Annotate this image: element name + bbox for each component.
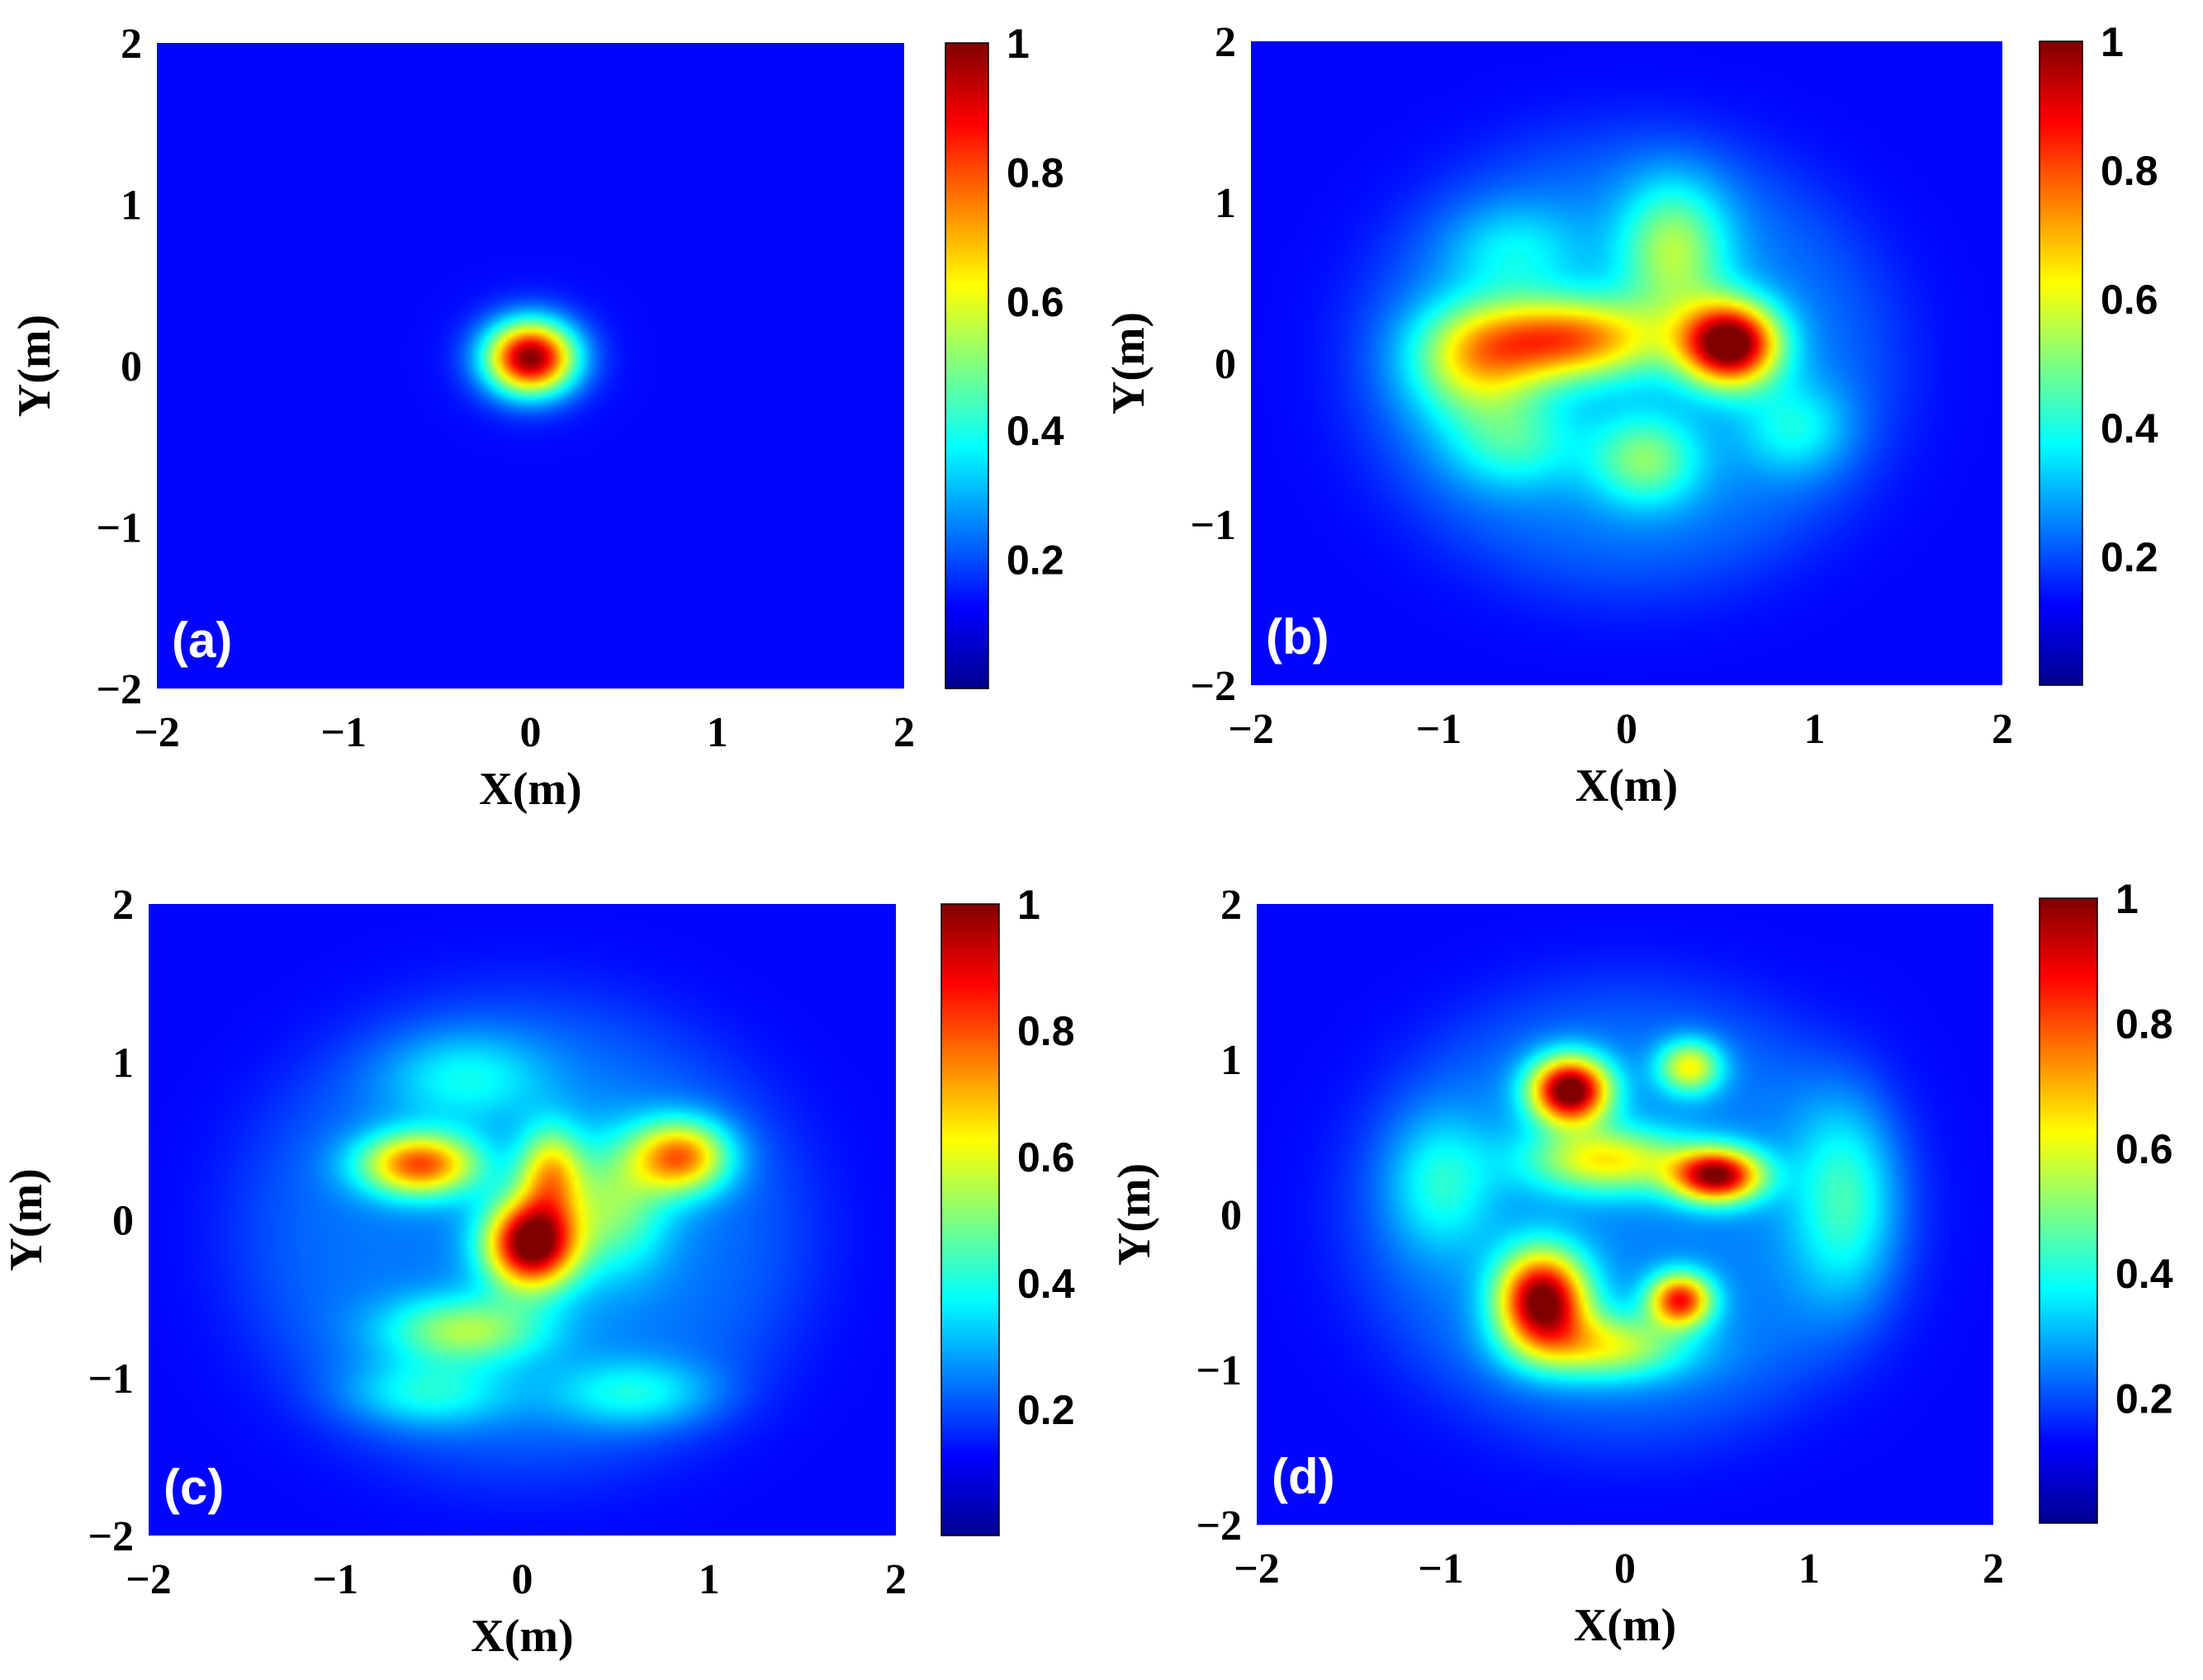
colorbar-tick-label: 1	[1007, 21, 1030, 67]
x-axis-label: X(m)	[471, 1611, 573, 1662]
panel-label: (c)	[163, 1460, 224, 1515]
x-tick-label: −1	[1416, 706, 1462, 753]
y-tick-label: −1	[96, 505, 142, 552]
heatmap-image	[1251, 41, 2002, 685]
x-tick-label: 2	[893, 709, 915, 756]
colorbar-tick-label: 0.6	[2115, 1126, 2173, 1172]
heatmap-panel-2: −2 −1 0 1 2 2 1 0 −1 −2 X(m) Y(m) (b) 1 0.8 0.6 0.4 0.2	[1103, 19, 2158, 812]
y-tick-label: 2	[112, 882, 134, 929]
colorbar-tick-label: 0.2	[2115, 1376, 2173, 1422]
x-tick-label: −1	[1418, 1545, 1464, 1592]
x-tick-label: 1	[1804, 706, 1826, 753]
y-axis-label: Y(m)	[9, 315, 60, 417]
y-tick-label: −2	[1196, 1503, 1242, 1550]
colorbar-tick-label: 1	[1017, 882, 1040, 928]
x-tick-label: 1	[707, 709, 728, 756]
colorbar-tick-label: 0.8	[1017, 1008, 1075, 1054]
x-tick-label: −2	[134, 709, 180, 756]
y-tick-label: −2	[1190, 663, 1236, 710]
panel-label: (d)	[1272, 1449, 1335, 1504]
colorbar-tick-label: 0.2	[1017, 1387, 1075, 1433]
panel-label: (a)	[172, 613, 232, 668]
x-tick-label: 2	[1983, 1545, 2004, 1592]
y-tick-label: 2	[1215, 19, 1236, 66]
x-tick-label: 0	[520, 709, 542, 756]
colorbar	[940, 903, 1000, 1536]
heatmap-image	[157, 43, 904, 689]
y-tick-label: 0	[121, 343, 142, 390]
x-tick-label: 0	[1616, 706, 1637, 753]
x-tick-label: 2	[1992, 706, 2013, 753]
x-axis-label: X(m)	[1575, 760, 1678, 812]
x-tick-label: −2	[126, 1556, 172, 1603]
colorbar-tick-label: 0.8	[2101, 148, 2158, 194]
x-tick-label: −1	[320, 709, 367, 756]
heatmap-panel-1: −2 −1 0 1 2 2 1 0 −1 −2 X(m) Y(m) (a) 1 0.8 0.6 0.4 0.2	[9, 21, 1064, 815]
heatmap-panel-3: −2 −1 0 1 2 2 1 0 −1 −2 X(m) Y(m) (c) 1 0.8 0.6 0.4 0.2	[1, 882, 1075, 1662]
colorbar-tick-label: 1	[2101, 19, 2124, 65]
y-axis-label: Y(m)	[1109, 1163, 1160, 1266]
colorbar-tick-label: 1	[2115, 876, 2139, 922]
y-axis-label: Y(m)	[1103, 312, 1154, 414]
y-tick-label: 1	[1220, 1037, 1242, 1084]
colorbar-tick-label: 0.6	[2101, 277, 2158, 323]
y-tick-label: 1	[1215, 180, 1236, 227]
y-tick-label: −2	[96, 666, 142, 713]
colorbar-tick-label: 0.6	[1007, 279, 1064, 325]
x-axis-label: X(m)	[479, 764, 581, 815]
heatmap-image	[1257, 904, 1993, 1525]
x-tick-label: 1	[699, 1556, 720, 1603]
y-tick-label: 0	[1220, 1192, 1242, 1239]
colorbar	[2039, 897, 2098, 1524]
x-tick-label: −2	[1228, 706, 1274, 753]
colorbar-tick-label: 0.4	[2115, 1251, 2173, 1297]
y-tick-label: −1	[88, 1356, 134, 1403]
colorbar-tick-label: 0.8	[1007, 149, 1064, 196]
colorbar-tick-label: 0.2	[2101, 534, 2158, 580]
y-tick-label: −1	[1196, 1347, 1242, 1394]
y-tick-label: 1	[121, 182, 142, 230]
y-tick-label: 0	[1215, 341, 1236, 388]
x-tick-label: 2	[885, 1556, 907, 1603]
y-tick-label: 1	[112, 1039, 134, 1086]
colorbar-tick-label: 0.2	[1007, 537, 1064, 584]
y-tick-label: −1	[1190, 502, 1236, 549]
heatmap-image	[149, 904, 896, 1536]
x-tick-label: 0	[1614, 1545, 1636, 1592]
colorbar-tick-label: 0.4	[1017, 1261, 1075, 1307]
y-tick-label: 2	[1220, 882, 1242, 929]
colorbar-tick-label: 0.8	[2115, 1001, 2173, 1047]
heatmap-panel-4: −2 −1 0 1 2 2 1 0 −1 −2 X(m) Y(m) (d) 1 0.8 0.6 0.4 0.2	[1109, 876, 2173, 1651]
y-axis-label: Y(m)	[1, 1168, 52, 1271]
colorbar-tick-label: 0.4	[2101, 405, 2158, 452]
x-tick-label: −1	[312, 1556, 358, 1603]
x-tick-label: 1	[1798, 1545, 1820, 1592]
y-tick-label: 2	[121, 21, 142, 68]
colorbar-tick-label: 0.4	[1007, 408, 1064, 454]
x-tick-label: −2	[1234, 1545, 1280, 1592]
colorbar	[945, 42, 989, 689]
colorbar	[2039, 40, 2083, 686]
y-tick-label: 0	[112, 1198, 134, 1245]
panel-label: (b)	[1266, 609, 1329, 665]
colorbar-tick-label: 0.6	[1017, 1134, 1075, 1181]
y-tick-label: −2	[88, 1513, 134, 1560]
x-axis-label: X(m)	[1574, 1600, 1676, 1651]
x-tick-label: 0	[512, 1556, 533, 1603]
